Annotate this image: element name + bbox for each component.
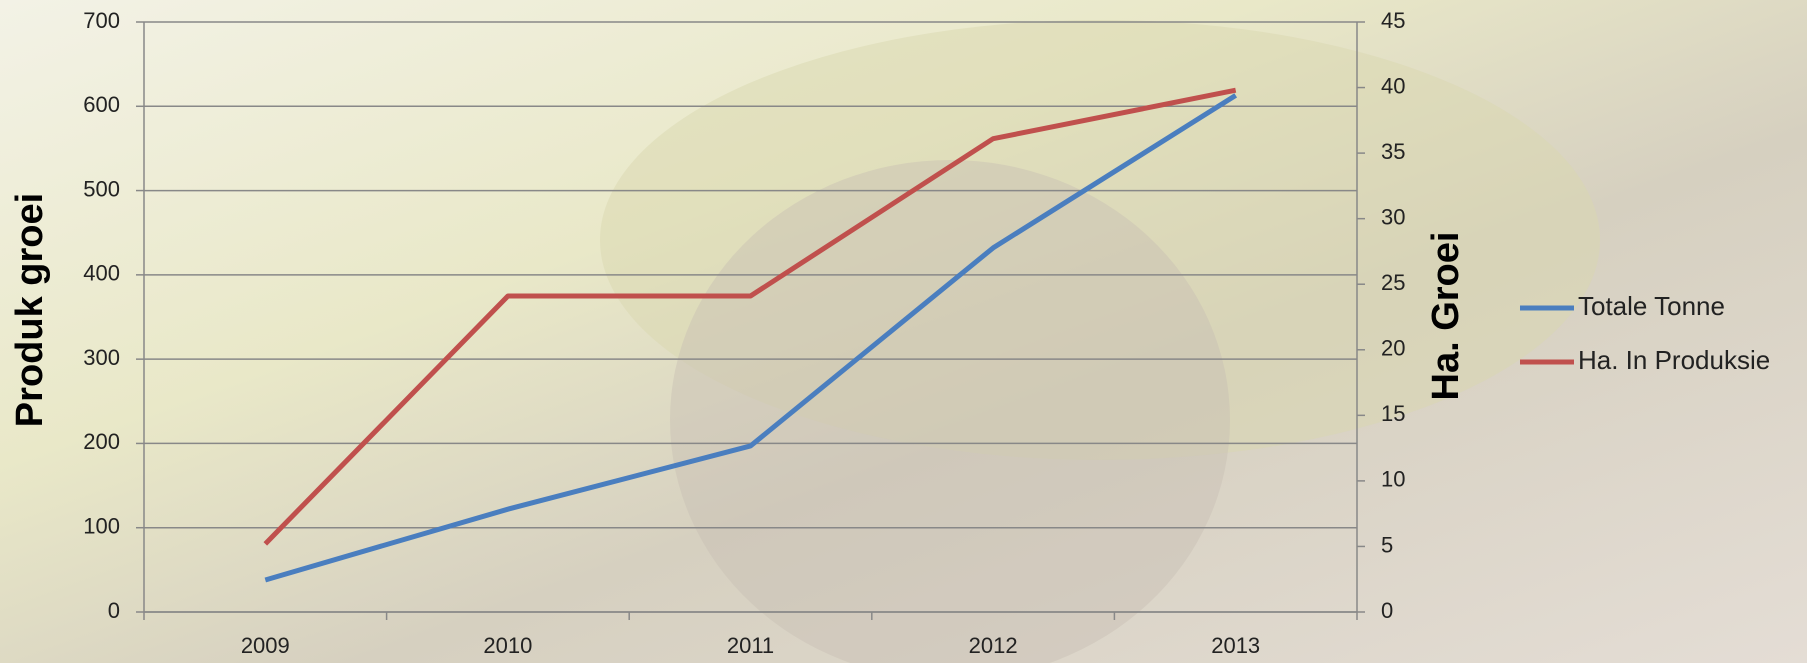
y-tick-label: 200 bbox=[83, 429, 120, 454]
x-tick-label: 2010 bbox=[483, 633, 532, 658]
y2-tick-label: 0 bbox=[1381, 598, 1393, 623]
y2-tick-label: 45 bbox=[1381, 8, 1405, 33]
y-axis-title: Produk groei bbox=[9, 193, 51, 427]
legend-label: Ha. In Produksie bbox=[1578, 345, 1770, 375]
y-tick-label: 700 bbox=[83, 8, 120, 33]
y2-tick-label: 25 bbox=[1381, 270, 1405, 295]
y2-tick-label: 10 bbox=[1381, 467, 1405, 492]
x-tick-label: 2013 bbox=[1211, 633, 1260, 658]
y2-tick-label: 35 bbox=[1381, 139, 1405, 164]
y-tick-label: 100 bbox=[83, 514, 120, 539]
y2-axis-title: Ha. Groei bbox=[1425, 232, 1467, 401]
x-tick-label: 2012 bbox=[969, 633, 1018, 658]
x-tick-label: 2009 bbox=[241, 633, 290, 658]
y-tick-label: 600 bbox=[83, 92, 120, 117]
y2-tick-label: 15 bbox=[1381, 401, 1405, 426]
y-tick-label: 400 bbox=[83, 261, 120, 286]
y-tick-label: 300 bbox=[83, 345, 120, 370]
y-tick-label: 0 bbox=[108, 598, 120, 623]
y2-tick-label: 20 bbox=[1381, 336, 1405, 361]
y2-tick-label: 40 bbox=[1381, 73, 1405, 98]
legend-label: Totale Tonne bbox=[1578, 291, 1725, 321]
y2-tick-label: 5 bbox=[1381, 532, 1393, 557]
y-tick-label: 500 bbox=[83, 176, 120, 201]
chart: Produk groei Ha. Groei 01002003004005006… bbox=[0, 0, 1807, 663]
background-shape bbox=[670, 160, 1230, 663]
x-tick-label: 2011 bbox=[727, 633, 774, 658]
y2-tick-label: 30 bbox=[1381, 204, 1405, 229]
